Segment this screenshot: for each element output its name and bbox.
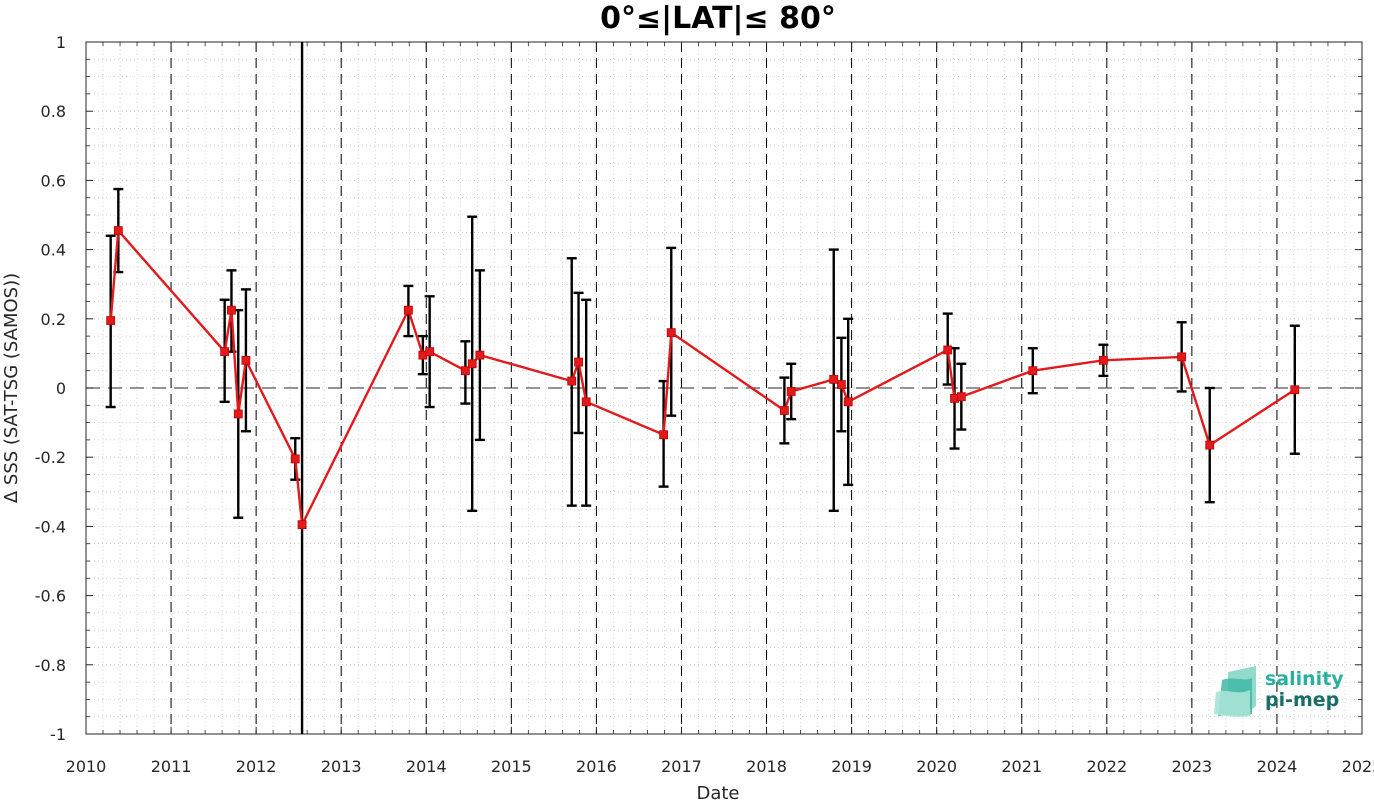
data-point-marker (241, 355, 251, 365)
y-tick-label: -0.4 (35, 517, 66, 536)
logo-text-salinity: salinity (1265, 668, 1344, 690)
x-tick-label: 2017 (661, 757, 702, 776)
data-point-marker (1098, 355, 1108, 365)
data-point-marker (1290, 385, 1300, 395)
data-point-marker (1028, 366, 1038, 376)
data-point-marker (1205, 440, 1215, 450)
axis-ticks (85, 41, 1363, 735)
data-point-marker (106, 316, 116, 325)
y-tick-label: -1 (50, 725, 66, 744)
data-point-marker (220, 347, 230, 357)
x-tick-label: 2024 (1257, 757, 1298, 776)
salinity-pi-mep-logo: salinity pi-mep (1214, 666, 1344, 717)
data-point-marker (425, 347, 435, 357)
series-markers (106, 226, 1300, 530)
x-tick-label: 2020 (916, 757, 957, 776)
data-point-marker (843, 397, 853, 407)
x-axis-tick-labels: 2010 2011 2012 2013 2014 2015 2016 2017 2018 2019… (66, 757, 1374, 776)
x-tick-label: 2015 (491, 757, 532, 776)
data-point-marker (233, 409, 243, 419)
x-tick-label: 2019 (831, 757, 872, 776)
data-point-marker (113, 226, 123, 235)
y-tick-label: -0.2 (35, 448, 66, 467)
x-tick-label: 2023 (1172, 757, 1213, 776)
x-tick-label: 2025 (1342, 757, 1374, 776)
y-tick-label: -0.6 (35, 587, 66, 606)
x-tick-label: 2014 (406, 757, 447, 776)
data-point-marker (227, 305, 236, 315)
data-point-marker (1177, 352, 1187, 362)
data-point-marker (567, 376, 577, 386)
data-point-marker (460, 366, 470, 376)
x-tick-label: 2013 (321, 757, 362, 776)
y-axis-title: Δ SSS (SAT-TSG (SAMOS)) (1, 273, 22, 503)
x-tick-label: 2022 (1086, 757, 1127, 776)
y-tick-label: 1 (56, 33, 66, 52)
data-point-marker (581, 397, 591, 407)
data-point-marker (786, 387, 796, 396)
data-point-marker (297, 520, 307, 530)
logo-waves-icon (1214, 666, 1256, 717)
data-point-marker (475, 350, 485, 360)
data-point-marker (659, 430, 669, 440)
series-line (109, 229, 1296, 526)
data-point-marker (404, 305, 413, 315)
minor-gridlines (86, 42, 1362, 734)
y-tick-label: 0 (56, 379, 66, 398)
data-point-marker (943, 345, 953, 355)
data-point-marker (836, 380, 846, 389)
x-tick-label: 2011 (151, 757, 192, 776)
logo-text-pi-mep: pi-mep (1265, 689, 1339, 711)
data-point-marker (290, 454, 300, 464)
x-tick-label: 2021 (1001, 757, 1042, 776)
x-tick-label: 2016 (576, 757, 617, 776)
data-point-marker (574, 357, 583, 367)
x-tick-label: 2010 (66, 757, 107, 776)
data-point-marker (829, 374, 839, 384)
data-point-marker (666, 328, 676, 338)
y-tick-label: 0.6 (41, 171, 66, 190)
y-tick-label: 0.4 (41, 241, 66, 260)
chart-title: 0°≤|LAT|≤ 80° (600, 1, 836, 36)
y-tick-label: 0.2 (41, 310, 66, 329)
y-axis-tick-labels: -1 -0.8 -0.6 -0.4 -0.2 0 0.2 0.4 0.6 0.8 1 (35, 33, 66, 744)
data-point-marker (779, 406, 789, 415)
x-axis-title: Date (696, 783, 739, 801)
data-point-marker (467, 359, 477, 369)
y-tick-label: 0.8 (41, 102, 66, 121)
y-tick-label: -0.8 (35, 656, 66, 675)
x-tick-label: 2012 (236, 757, 277, 776)
x-tick-label: 2018 (746, 757, 787, 776)
data-point-marker (956, 392, 966, 402)
